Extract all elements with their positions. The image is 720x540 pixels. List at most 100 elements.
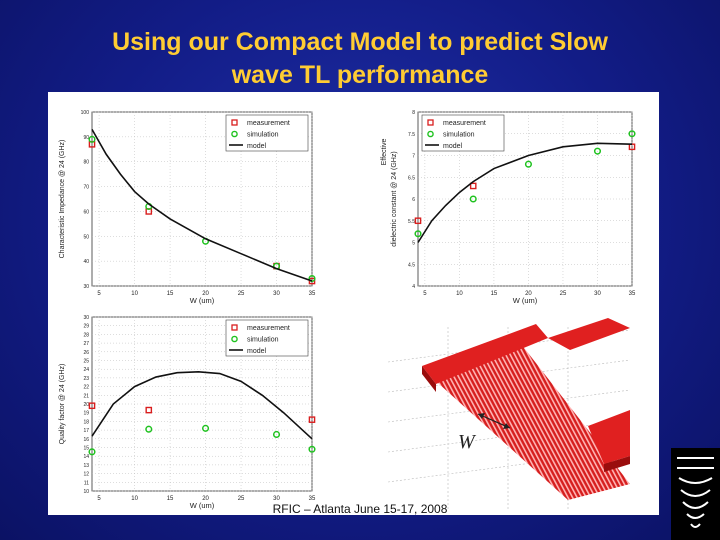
y-tick-label: 22	[83, 385, 89, 391]
y-axis-label: dielectric constant @ 24 (GHz)	[391, 151, 398, 246]
simulation-point	[201, 424, 210, 432]
finger-sheet	[428, 340, 630, 500]
model-line	[91, 129, 313, 282]
legend-simulation-label: simulation	[247, 132, 279, 139]
legend-model-label: model	[247, 143, 267, 150]
y-tick-label: 40	[83, 259, 89, 265]
simulation-point	[272, 430, 281, 439]
y-tick-label: 5	[412, 241, 415, 247]
x-tick-label: 10	[456, 291, 463, 297]
y-tick-label: 11	[84, 480, 89, 486]
simulation-point	[593, 147, 602, 155]
y-tick-label: 23	[83, 376, 89, 382]
measurement-point	[88, 402, 96, 410]
y-tick-label: 6.5	[408, 175, 415, 181]
title-line-2: wave TL performance	[231, 61, 489, 89]
simulation-point	[524, 160, 533, 168]
x-axis-label: W (um)	[190, 501, 215, 510]
y-axis-label: Characteristic Impedance @ 24 (GHz)	[59, 140, 66, 259]
y-tick-label: 6	[412, 197, 415, 203]
measurement-point	[628, 143, 636, 151]
y-tick-label: 27	[83, 341, 89, 347]
x-tick-label: 20	[202, 291, 209, 297]
y-tick-label: 28	[83, 332, 89, 338]
legend-measurement-marker	[427, 119, 434, 126]
measurement-point	[414, 217, 422, 225]
y-tick-label: 18	[83, 419, 89, 425]
y-tick-label: 13	[83, 463, 89, 469]
y-tick-label: 14	[83, 454, 89, 460]
y-tick-label: 10	[83, 489, 89, 495]
simulation-point	[308, 445, 316, 453]
y-tick-label: 4.5	[408, 262, 415, 268]
legend-simulation-marker	[231, 335, 238, 343]
y-tick-label: 80	[83, 160, 89, 166]
y-tick-label: 70	[83, 185, 89, 191]
simulation-point	[628, 130, 636, 138]
x-tick-label: 30	[273, 291, 280, 297]
x-tick-label: 5	[97, 291, 101, 297]
width-arrow	[477, 413, 511, 429]
y-tick-label: 30	[83, 284, 89, 290]
y-tick-label: 30	[83, 315, 89, 321]
y-axis-label: Effective	[381, 139, 388, 166]
x-tick-label: 15	[167, 496, 174, 502]
x-tick-label: 25	[238, 291, 245, 297]
simulation-point	[308, 274, 316, 283]
legend-simulation-marker	[231, 130, 238, 138]
x-tick-label: 20	[525, 291, 532, 297]
x-tick-label: 35	[309, 291, 316, 297]
x-tick-label: 15	[491, 291, 498, 297]
tl-structure-drawing: W	[384, 318, 631, 510]
y-tick-label: 7	[412, 154, 415, 160]
simulation-point	[414, 230, 422, 238]
x-tick-label: 10	[131, 291, 138, 297]
y-tick-label: 26	[83, 350, 89, 356]
x-axis-label: W (um)	[513, 296, 538, 305]
model-line	[91, 371, 313, 440]
y-tick-label: 24	[83, 367, 89, 373]
legend-measurement-label: measurement	[443, 120, 486, 127]
logo-mark-icon	[677, 457, 714, 528]
y-tick-label: 8	[412, 110, 415, 116]
y-tick-label: 21	[83, 393, 89, 399]
x-tick-label: 35	[629, 291, 636, 297]
y-tick-label: 16	[83, 437, 89, 443]
model-line	[417, 142, 633, 243]
legend-simulation-label: simulation	[247, 337, 279, 344]
y-tick-label: 15	[83, 446, 89, 452]
y-tick-label: 100	[81, 110, 90, 116]
simulation-point	[88, 135, 96, 143]
slide-title: Using our Compact Model to predict Slow …	[40, 26, 680, 92]
x-tick-label: 5	[423, 291, 427, 297]
x-tick-label: 5	[97, 496, 101, 502]
measurement-point	[145, 406, 153, 414]
y-tick-label: 50	[83, 234, 89, 240]
x-tick-label: 10	[131, 496, 138, 502]
legend-measurement-label: measurement	[247, 325, 290, 332]
legend-simulation-marker	[427, 130, 434, 138]
measurement-point	[308, 277, 316, 285]
institution-logo	[671, 448, 720, 540]
figure-panel: 5 10 15 20 25 30 35 30 40 50 60 70 80 90 100 W (um) Char…	[48, 92, 659, 515]
legend-simulation-label: simulation	[443, 132, 475, 139]
x-tick-label: 35	[309, 496, 316, 502]
legend-measurement-label: measurement	[247, 120, 290, 127]
legend-model-label: model	[443, 143, 463, 150]
simulation-point	[469, 195, 477, 203]
y-tick-label: 60	[83, 209, 89, 215]
chart-dielectric: 5 10 15 20 25 30 35 4 4.5 5 5.5 6 6.5 7 7.5 8 W (um) Effe…	[381, 110, 636, 305]
chart-quality: 5 10 15 20 25 30 35 10 11 12 13 14 15 16 17 18 19 20 21 22 2…	[59, 315, 316, 510]
right-ground-strip	[588, 410, 630, 464]
x-axis-label: W (um)	[190, 296, 215, 305]
measurement-point	[469, 182, 477, 190]
figure-canvas: 5 10 15 20 25 30 35 30 40 50 60 70 80 90 100 W (um) Char…	[59, 110, 636, 510]
y-tick-label: 4	[412, 284, 415, 290]
y-tick-label: 90	[83, 135, 89, 141]
x-tick-label: 30	[594, 291, 601, 297]
x-tick-label: 20	[202, 496, 209, 502]
legend-measurement-marker	[231, 324, 238, 331]
x-tick-label: 30	[273, 496, 280, 502]
title-line-1: Using our Compact Model to predict Slow	[112, 28, 608, 56]
width-label: W	[458, 431, 477, 453]
